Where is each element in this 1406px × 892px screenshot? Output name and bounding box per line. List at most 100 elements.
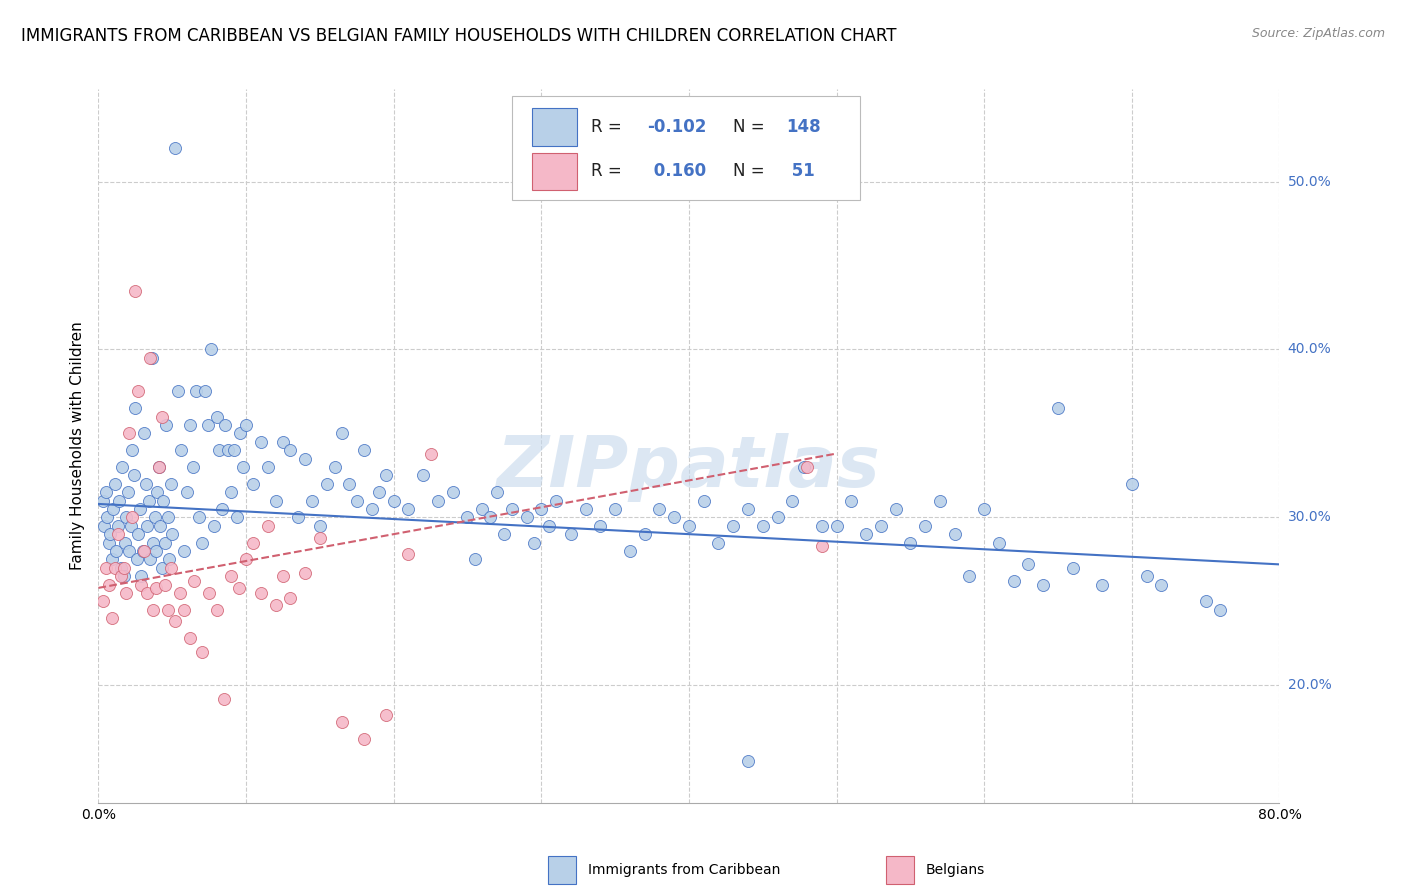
Point xyxy=(125,552,148,566)
Point xyxy=(678,518,700,533)
Text: IMMIGRANTS FROM CARIBBEAN VS BELGIAN FAMILY HOUSEHOLDS WITH CHILDREN CORRELATION: IMMIGRANTS FROM CARIBBEAN VS BELGIAN FAM… xyxy=(21,27,897,45)
Bar xyxy=(886,856,914,884)
Point xyxy=(301,493,323,508)
Point xyxy=(194,384,217,399)
Point xyxy=(134,426,156,441)
Point xyxy=(264,493,287,508)
Point xyxy=(1209,603,1232,617)
Point xyxy=(346,493,368,508)
Point xyxy=(929,493,952,508)
Point xyxy=(191,645,214,659)
Point xyxy=(943,527,966,541)
Point xyxy=(132,544,155,558)
Text: R =: R = xyxy=(591,162,627,180)
Point xyxy=(634,527,657,541)
Point xyxy=(605,502,627,516)
Point xyxy=(294,451,316,466)
Point xyxy=(412,468,434,483)
Point xyxy=(197,417,219,432)
Point xyxy=(589,518,612,533)
Point xyxy=(187,510,209,524)
Point xyxy=(91,594,114,608)
Point xyxy=(96,510,118,524)
Point xyxy=(855,527,877,541)
Point xyxy=(202,518,225,533)
Bar xyxy=(548,856,576,884)
Point xyxy=(205,603,228,617)
Point xyxy=(179,632,201,646)
Point xyxy=(737,502,759,516)
Point xyxy=(141,351,163,365)
Point xyxy=(124,284,146,298)
Point xyxy=(112,560,135,574)
Point xyxy=(183,574,205,589)
Point xyxy=(1195,594,1218,608)
Point xyxy=(146,485,169,500)
Point xyxy=(294,566,316,580)
Text: R =: R = xyxy=(591,118,627,136)
Text: 40.0%: 40.0% xyxy=(1288,343,1331,357)
Point xyxy=(973,502,995,516)
Point xyxy=(138,493,160,508)
Point xyxy=(486,485,509,500)
Point xyxy=(280,443,302,458)
Point xyxy=(530,502,553,516)
Point xyxy=(118,544,141,558)
Point xyxy=(145,544,167,558)
Point xyxy=(1002,574,1025,589)
Point xyxy=(134,544,156,558)
Point xyxy=(205,409,228,424)
FancyBboxPatch shape xyxy=(531,153,576,190)
Point xyxy=(121,510,143,524)
Point xyxy=(427,493,450,508)
Text: Source: ZipAtlas.com: Source: ZipAtlas.com xyxy=(1251,27,1385,40)
Point xyxy=(148,460,170,475)
Point xyxy=(184,384,207,399)
Point xyxy=(191,535,214,549)
Point xyxy=(129,569,152,583)
Point xyxy=(648,502,671,516)
Point xyxy=(523,535,546,549)
Point xyxy=(257,460,280,475)
Point xyxy=(309,531,332,545)
Point xyxy=(250,586,273,600)
Point xyxy=(841,493,863,508)
Point xyxy=(287,510,309,524)
Point xyxy=(143,510,166,524)
Point xyxy=(316,476,339,491)
Point xyxy=(149,518,172,533)
Point xyxy=(575,502,598,516)
Point xyxy=(309,518,332,533)
Point xyxy=(1018,558,1040,572)
Point xyxy=(104,476,127,491)
Point xyxy=(796,460,818,475)
Point xyxy=(810,518,832,533)
Point xyxy=(100,552,122,566)
Point xyxy=(139,552,162,566)
Point xyxy=(330,426,353,441)
Text: N =: N = xyxy=(733,162,769,180)
Point xyxy=(360,502,382,516)
Point xyxy=(118,426,141,441)
Point xyxy=(117,485,139,500)
Point xyxy=(382,493,405,508)
Point xyxy=(107,518,129,533)
Point xyxy=(707,535,730,549)
Point xyxy=(150,409,173,424)
Point xyxy=(170,443,193,458)
Point xyxy=(353,731,375,746)
Point xyxy=(782,493,804,508)
Text: Belgians: Belgians xyxy=(925,863,984,877)
Point xyxy=(537,518,560,533)
Point xyxy=(271,569,294,583)
Point xyxy=(94,485,117,500)
Point xyxy=(200,343,222,357)
Point xyxy=(157,552,180,566)
Point xyxy=(173,544,195,558)
Point xyxy=(232,460,254,475)
Point xyxy=(766,510,789,524)
Point xyxy=(870,518,893,533)
Point xyxy=(516,510,538,524)
Point xyxy=(198,586,221,600)
Point xyxy=(91,493,114,508)
